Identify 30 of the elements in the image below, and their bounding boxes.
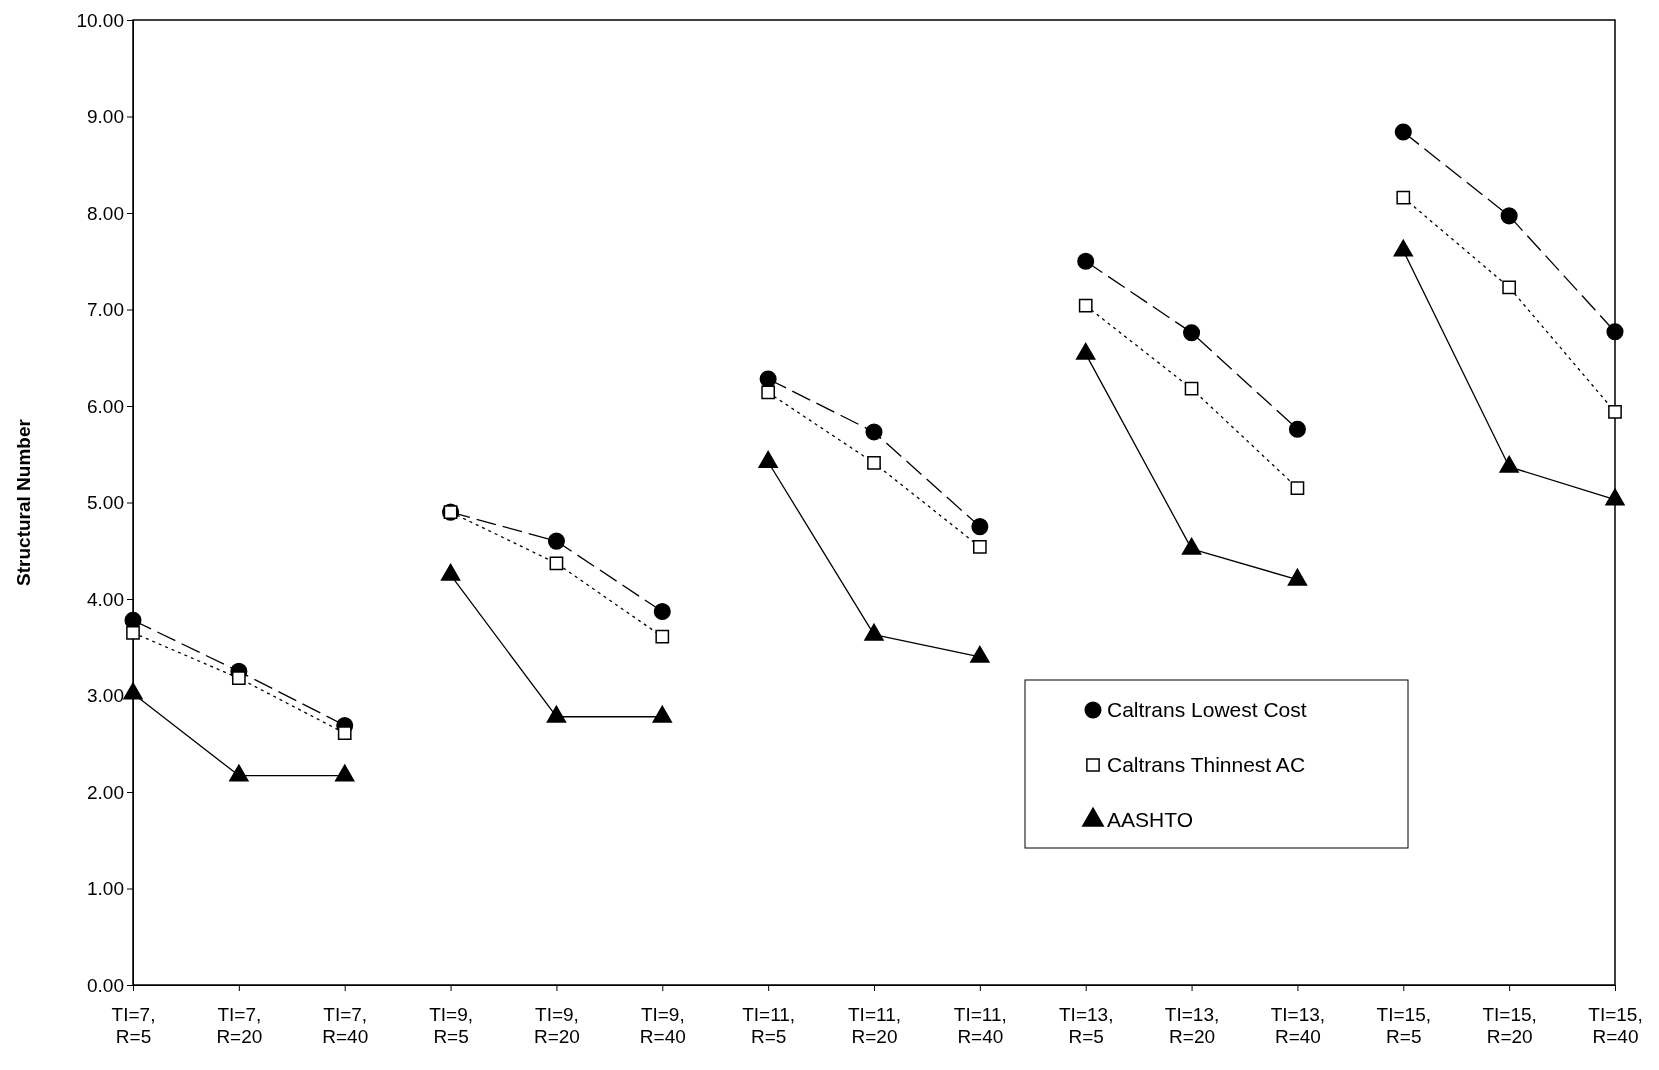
x-tick-label: TI=13, R=40 [1270,1004,1326,1047]
legend-label: Caltrans Thinnest AC [1107,753,1306,776]
y-tick-label: 6.00 [87,395,124,417]
x-tick-label: TI=11, R=5 [742,1004,796,1047]
legend-label: AASHTO [1107,808,1193,831]
x-tick-label: TI=7, R=5 [111,1004,156,1047]
y-tick-label: 1.00 [87,878,124,900]
y-tick-label: 5.00 [87,492,124,514]
x-tick-label: TI=9, R=40 [639,1004,686,1047]
x-tick-label: TI=9, R=20 [533,1004,580,1047]
y-tick-label: 10.00 [76,9,124,31]
x-tick-label: TI=7, R=40 [322,1004,369,1047]
x-tick-label: TI=11, R=40 [953,1004,1007,1047]
x-tick-label: TI=15, R=40 [1588,1004,1643,1047]
y-axis-title: Structural Number [13,418,34,586]
x-tick-label: TI=15, R=5 [1376,1004,1431,1047]
x-tick-label: TI=11, R=20 [848,1004,901,1047]
x-tick-label: TI=15, R=20 [1482,1004,1537,1047]
y-tick-label: 3.00 [87,685,124,707]
legend-label: Caltrans Lowest Cost [1107,698,1307,721]
x-tick-label: TI=13, R=20 [1164,1004,1220,1047]
y-tick-label: 0.00 [87,974,124,996]
y-tick-label: 7.00 [87,299,124,321]
y-tick-label: 2.00 [87,781,124,803]
y-tick-label: 9.00 [87,106,124,128]
x-tick-label: TI=13, R=5 [1059,1004,1114,1047]
y-tick-label: 8.00 [87,202,124,224]
x-tick-label: TI=9, R=5 [429,1004,473,1047]
y-tick-label: 4.00 [87,588,124,610]
x-tick-label: TI=7, R=20 [216,1004,263,1047]
